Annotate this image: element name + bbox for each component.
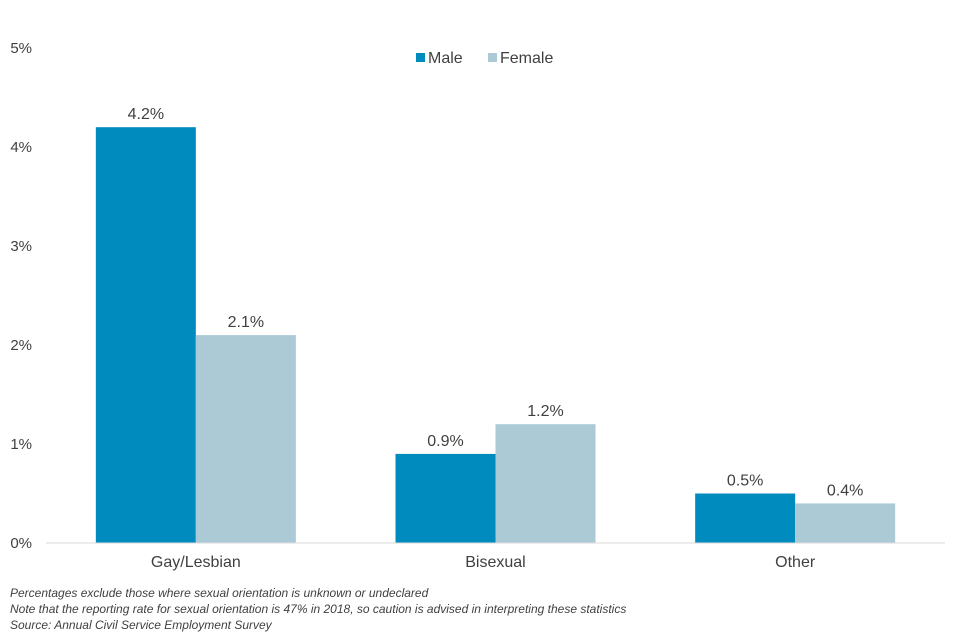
bar-female-2 (795, 503, 896, 543)
legend-swatch-female (488, 53, 497, 62)
bars (95, 127, 896, 543)
y-tick-label: 1% (10, 436, 32, 453)
bar-male-1 (395, 453, 496, 543)
y-tick-label: 0% (10, 535, 32, 552)
note-source: Source: Annual Civil Service Employment … (10, 618, 272, 632)
data-labels: 4.2% 2.1% 0.9% 1.2% 0.5% 0.4% (128, 106, 864, 499)
legend-label-male: Male (428, 50, 463, 67)
legend-swatch-male (416, 53, 425, 62)
y-tick-label: 5% (10, 40, 32, 57)
data-label: 0.4% (827, 482, 863, 499)
x-tick-label: Other (775, 554, 816, 571)
data-label: 1.2% (527, 403, 563, 420)
data-label: 0.5% (727, 473, 763, 490)
legend-label-female: Female (500, 50, 553, 67)
note-exclusions: Percentages exclude those where sexual o… (10, 586, 429, 600)
x-tick-label: Gay/Lesbian (151, 554, 241, 571)
bar-male-0 (95, 127, 196, 543)
bar-female-1 (495, 424, 596, 543)
y-tick-label: 4% (10, 139, 32, 156)
data-label: 4.2% (128, 106, 164, 123)
chart-notes: Percentages exclude those where sexual o… (10, 585, 626, 633)
data-label: 0.9% (427, 433, 463, 450)
note-reporting-rate: Note that the reporting rate for sexual … (10, 602, 627, 616)
bar-male-2 (695, 493, 796, 543)
bar-female-0 (195, 335, 296, 543)
y-tick-label: 2% (10, 337, 32, 354)
x-tick-label: Bisexual (465, 554, 525, 571)
y-tick-label: 3% (10, 238, 32, 255)
legend: Male Female (416, 50, 553, 67)
data-label: 2.1% (228, 314, 264, 331)
bar-chart: 0% 1% 2% 3% 4% 5% 4.2% 2.1% 0.9% 1.2% 0.5% 0.4% Ga… (10, 40, 945, 571)
y-axis: 0% 1% 2% 3% 4% 5% (10, 40, 32, 552)
x-axis: Gay/Lesbian Bisexual Other (46, 542, 945, 571)
